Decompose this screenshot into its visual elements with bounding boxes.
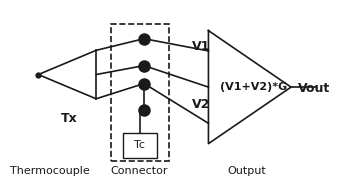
Text: Thermocouple: Thermocouple [10, 166, 90, 176]
Text: Connector: Connector [110, 166, 168, 176]
Text: Output: Output [227, 166, 266, 176]
Text: (V1+V2)*G: (V1+V2)*G [220, 82, 287, 92]
Text: Tx: Tx [61, 112, 78, 125]
Text: Vout: Vout [298, 82, 330, 95]
Text: Tc: Tc [135, 140, 145, 150]
Text: V2: V2 [192, 98, 210, 111]
Bar [122, 133, 157, 158]
Text: V1: V1 [192, 40, 210, 53]
Bar [111, 24, 169, 161]
